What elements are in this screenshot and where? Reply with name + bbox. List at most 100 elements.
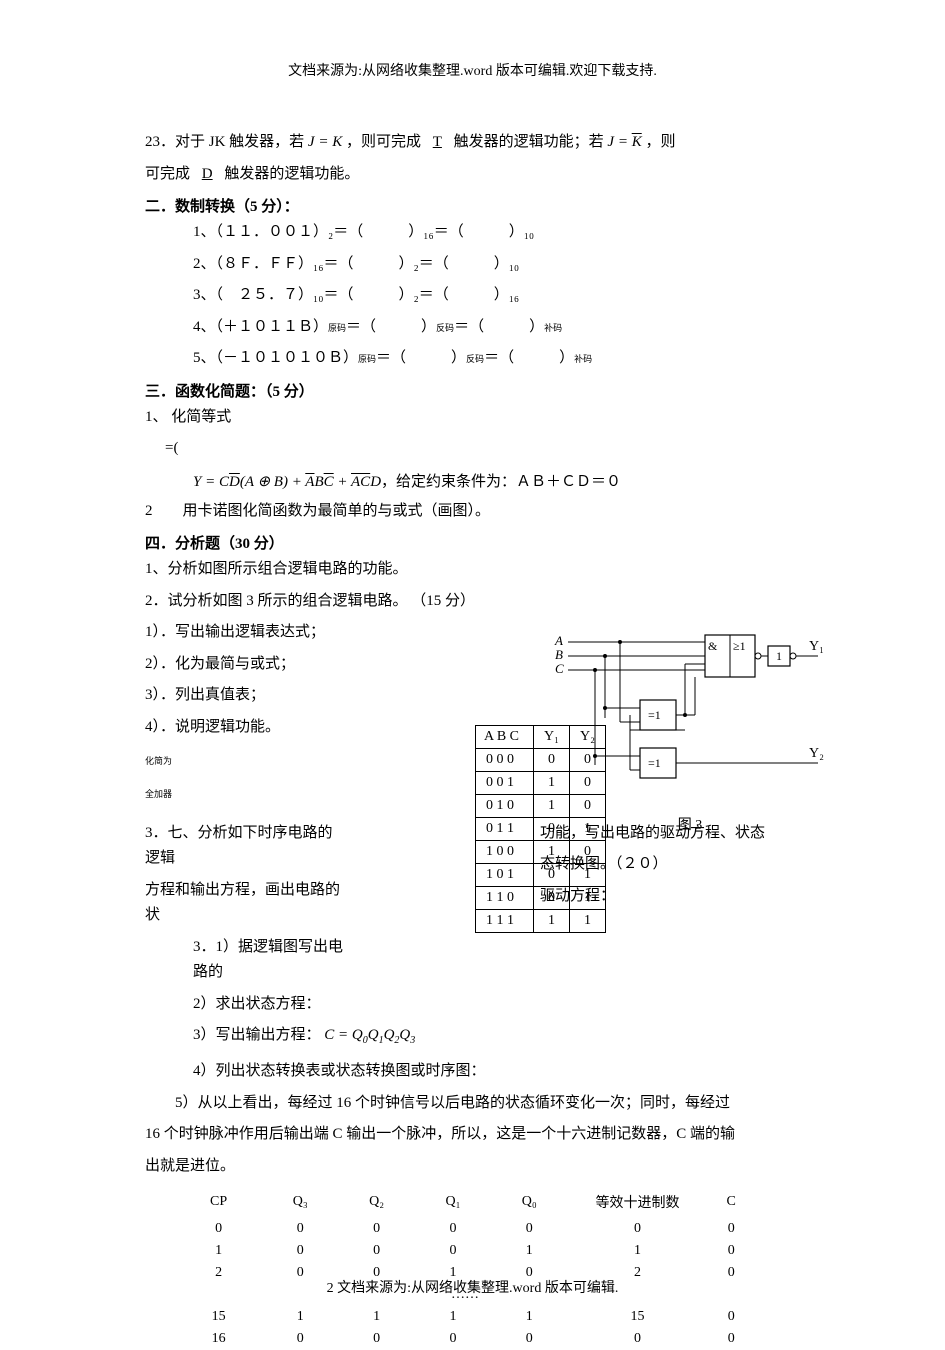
label-a: A: [554, 633, 563, 648]
st-cell: 1: [338, 1306, 414, 1328]
st-row: 16000000: [175, 1328, 755, 1350]
st-h6: C: [707, 1189, 755, 1218]
q23-mid3: ，则: [645, 134, 675, 150]
st-h5: 等效十进制数: [567, 1189, 707, 1218]
q3-r2: 态转换图。（２０）: [540, 852, 800, 878]
f-b: B: [314, 474, 323, 490]
st-cell: 0: [415, 1218, 491, 1240]
circuit-svg: A B C & ≥1 1 Y₁ =1: [550, 630, 830, 805]
q23-line1: 23．对于 JK 触发器，若 J = K ，则可完成 T 触发器的逻辑功能；若 …: [145, 130, 800, 156]
q23-mid2: 触发器的逻辑功能；若: [454, 134, 608, 150]
st-row: 1000110: [175, 1240, 755, 1262]
sec4-q2: 2．试分析如图 3 所示的组合逻辑电路。 （15 分）: [145, 589, 800, 615]
q3-l1: 3．七、分析如下时序电路的逻辑: [145, 821, 345, 872]
q3-s3-prefix: 3）写出输出方程：: [193, 1027, 321, 1043]
st-cell: 1: [175, 1240, 262, 1262]
q23-l2-suffix: 触发器的逻辑功能。: [224, 166, 359, 182]
f-ac: AC: [351, 474, 370, 490]
sec2-title: 二．数制转换（5 分）：: [145, 195, 800, 216]
gate-not: 1: [776, 649, 782, 663]
state-table: CP Q₃ Q₂ Q₁ Q₀ 等效十进制数 C 0000000100011020…: [175, 1189, 755, 1350]
st-cell: 15: [175, 1306, 262, 1328]
q23-blank1: T: [425, 134, 450, 150]
st-cell: 1: [262, 1306, 338, 1328]
st-cell: 0: [491, 1328, 567, 1350]
f-plus: +: [334, 474, 351, 490]
f-d2: D: [370, 474, 381, 490]
st-cell: 1: [491, 1240, 567, 1262]
sec3-item2: 2 用卡诺图化简函数为最简单的与或式（画图）。: [145, 499, 800, 525]
q23-prefix: 23．对于 JK 触发器，若: [145, 134, 308, 150]
label-c: C: [555, 661, 564, 676]
st-cell: 0: [415, 1328, 491, 1350]
sec4-title: 四．分析题（30 分）: [145, 532, 800, 553]
footer-note: 2 文档来源为:从网络收集整理.word 版本可编辑.: [0, 1277, 945, 1297]
st-cell: 0: [338, 1328, 414, 1350]
f-suffix: ，给定约束条件为：ＡＢ＋ＣＤ＝０: [381, 474, 621, 490]
st-cell: 1: [415, 1306, 491, 1328]
st-cell: 0: [262, 1218, 338, 1240]
circuit-diagram: A B C & ≥1 1 Y₁ =1: [550, 630, 830, 830]
f-c: C: [324, 474, 334, 490]
sec2-item-1: 2、（８Ｆ．ＦＦ）₁₆＝（ ）₂＝（ ）₁₀: [145, 252, 800, 278]
q3-s5c: 出就是进位。: [145, 1154, 800, 1180]
gate-and: &: [708, 639, 718, 653]
st-cell: 0: [707, 1306, 755, 1328]
st-cell: 15: [567, 1306, 707, 1328]
tt-h0: A B C: [476, 726, 534, 749]
q3-s2: 2）求出状态方程：: [145, 992, 345, 1018]
tt-cell: 0 0 1: [476, 772, 534, 795]
sec2-item-3: 4、（＋１０１１Ｂ）原码＝（ ）反码＝（ ）补码: [145, 315, 800, 341]
st-cell: 1: [491, 1306, 567, 1328]
q3-l2: 方程和输出方程，画出电路的状: [145, 878, 345, 929]
label-y1: Y₁: [809, 639, 824, 654]
q23-l2-prefix: 可完成: [145, 166, 190, 182]
st-h3: Q₁: [415, 1189, 491, 1218]
gate-xor2: =1: [648, 756, 661, 770]
f-y: Y = C: [193, 474, 229, 490]
header-note: 文档来源为:从网络收集整理.word 版本可编辑.欢迎下载支持.: [145, 60, 800, 80]
st-cell: 0: [175, 1218, 262, 1240]
st-cell: 0: [338, 1218, 414, 1240]
st-cell: 0: [415, 1240, 491, 1262]
st-row: 151111150: [175, 1306, 755, 1328]
f-d: D: [229, 474, 240, 490]
q3-s3-formula: C = Q0Q1Q2Q3: [324, 1027, 415, 1043]
st-h4: Q₀: [491, 1189, 567, 1218]
q3-s1: 3．1）据逻辑图写出电路的: [145, 935, 345, 986]
sec3-title: 三．函数化简题：（5 分）: [145, 380, 800, 401]
q23-cond2-rhs: K: [632, 134, 642, 150]
q3-s3: 3）写出输出方程： C = Q0Q1Q2Q3: [145, 1023, 800, 1049]
sec4-q1: 1、分析如图所示组合逻辑电路的功能。: [145, 557, 800, 583]
q3-s5: 5）从以上看出，每经过 16 个时钟信号以后电路的状态循环变化一次；同时，每经过: [145, 1091, 800, 1117]
st-cell: 0: [262, 1328, 338, 1350]
st-cell: 0: [707, 1328, 755, 1350]
gate-or: ≥1: [733, 639, 746, 653]
gate-xor1: =1: [648, 708, 661, 722]
label-y2: Y₂: [809, 746, 824, 761]
q3-r1: 功能，写出电路的驱动方程、状态: [540, 821, 800, 847]
st-cell: 0: [262, 1240, 338, 1262]
label-b: B: [555, 647, 563, 662]
st-cell: 0: [567, 1328, 707, 1350]
sec3-item1: 1、 化简等式: [145, 405, 800, 431]
q3-s5b: 16 个时钟脉冲作用后输出端 C 输出一个脉冲，所以，这是一个十六进制记数器，C…: [145, 1122, 800, 1148]
st-cell: 16: [175, 1328, 262, 1350]
sec3-eq-prefix: =(: [145, 436, 800, 462]
q23-cond2-lhs: J =: [607, 134, 631, 150]
sec3-formula: Y = CD(A ⊕ B) + ABC + ACD，给定约束条件为：ＡＢ＋ＣＤ＝…: [145, 470, 800, 491]
st-cell: 0: [567, 1218, 707, 1240]
q3-block: 3．七、分析如下时序电路的逻辑 方程和输出方程，画出电路的状 3．1）据逻辑图写…: [145, 821, 800, 1018]
sec2-item-4: 5、（－１０１０１０Ｂ）原码＝（ ）反码＝（ ）补码: [145, 346, 800, 372]
sec2-item-0: 1、（１１．００１）₂＝（ ）₁₆＝（ ）₁₀: [145, 220, 800, 246]
q23-line2: 可完成 D 触发器的逻辑功能。: [145, 162, 800, 188]
st-h2: Q₂: [338, 1189, 414, 1218]
content: 23．对于 JK 触发器，若 J = K ，则可完成 T 触发器的逻辑功能；若 …: [145, 130, 800, 1350]
q23-blank2: D: [194, 166, 221, 182]
st-h0: CP: [175, 1189, 262, 1218]
st-h1: Q₃: [262, 1189, 338, 1218]
st-cell: 0: [707, 1240, 755, 1262]
q3-s1r: 驱动方程：: [540, 884, 800, 910]
tt-cell: 0 0 0: [476, 749, 534, 772]
tt-cell: 0 1 0: [476, 795, 534, 818]
